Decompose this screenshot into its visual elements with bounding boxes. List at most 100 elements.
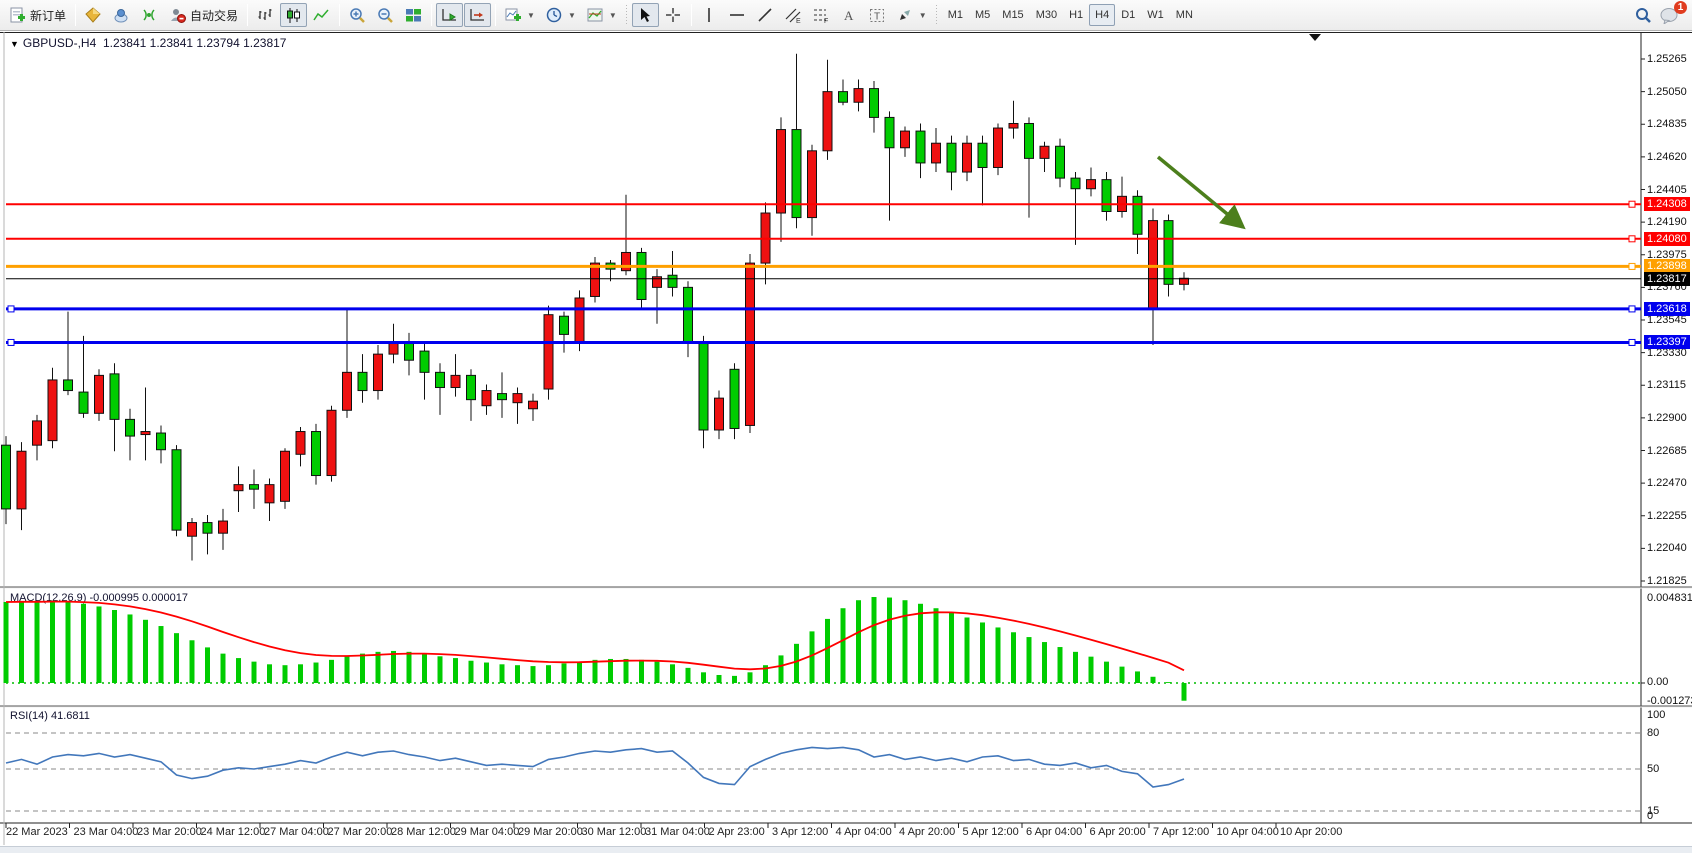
toolbar-separator [247,4,249,26]
crosshair-button[interactable] [660,3,687,27]
notifications-button[interactable]: 1 [1660,1,1687,24]
timeframe-D1[interactable]: D1 [1121,9,1136,21]
timeframe-MN[interactable]: MN [1175,9,1193,21]
periods-icon [546,7,563,24]
toolbar-grip [934,4,939,26]
toolbar-separator [431,4,433,26]
text-button[interactable]: A [836,3,863,27]
toolbar-separator [690,4,692,26]
cursor-button[interactable] [631,3,659,27]
price-axis-tick: 1.23330 [1647,346,1687,359]
notification-badge: 1 [1674,1,1687,14]
price-axis-tick: 1.24835 [1647,118,1687,131]
time-axis-label: 23 Mar 04:00 [73,826,139,838]
chevron-down-icon: ▼ [918,10,927,20]
chart-canvas[interactable]: ▼ GBPUSD-,H4 1.23841 1.23841 1.23794 1.23… [0,32,1692,845]
text-label-button[interactable]: T [864,3,891,27]
indicators-dropdown[interactable]: ▼ [500,3,540,27]
toolbar-separator [495,4,497,26]
time-axis-label: 3 Apr 12:00 [772,826,829,838]
trend-arrow-annotation [1156,155,1246,230]
price-axis-tick: 1.24620 [1647,150,1687,163]
chart-shift-button[interactable] [464,3,492,27]
symbol-ohlc-label: ▼ GBPUSD-,H4 1.23841 1.23841 1.23794 1.23… [10,36,286,50]
svg-text:A: A [844,8,854,23]
timeframe-M15[interactable]: M15 [1002,9,1024,21]
trendline-icon [757,7,774,24]
macd-axis-zero: 0.00 [1647,676,1669,688]
chart-shift-icon [469,7,486,24]
toolbar-grip [624,4,629,26]
cursor-icon [637,7,654,24]
horizontal-line-icon [729,7,746,24]
timeframe-W1[interactable]: W1 [1147,9,1164,21]
vertical-line-icon [701,7,718,24]
new-order-button[interactable]: 新订单 [4,3,71,27]
auto-scroll-button[interactable] [436,3,464,27]
time-axis-label: 6 Apr 20:00 [1089,826,1146,838]
time-axis-label: 28 Mar 12:00 [391,826,456,838]
tile-windows-icon [405,7,422,24]
chart-menu-triangle-icon[interactable]: ▼ [10,39,19,49]
terminal-button[interactable] [136,3,163,27]
equidistant-channel-button[interactable]: E [780,3,807,27]
zoom-out-button[interactable] [372,3,399,27]
time-axis-label: 10 Apr 04:00 [1216,826,1279,838]
auto-scroll-icon [441,7,458,24]
arrows-dropdown[interactable]: ▼ [892,3,932,27]
level-price-label: 1.23397 [1644,335,1690,350]
symbol-name: GBPUSD-,H4 [22,36,97,50]
macd-axis-max: 0.004831 [1647,592,1692,604]
bar-chart-button[interactable] [252,3,279,27]
svg-text:F: F [824,18,828,24]
toolbar-separator [75,4,77,26]
zoom-in-icon [349,7,366,24]
macd-axis-min: -0.001273 [1647,695,1692,707]
fibonacci-button[interactable]: F [808,3,835,27]
market-watch-icon [85,6,102,24]
navigator-button[interactable] [108,3,135,27]
status-bar [0,846,1692,853]
time-axis-label: 4 Apr 20:00 [899,826,956,838]
time-axis-label: 27 Mar 20:00 [327,826,393,838]
horizontal-line-button[interactable] [724,3,751,27]
search-icon[interactable] [1634,6,1652,24]
line-chart-button[interactable] [308,3,335,27]
level-price-label: 1.23618 [1644,301,1690,316]
rsi-axis-tick: 100 [1647,709,1666,721]
timeframe-M1[interactable]: M1 [947,9,963,21]
arrows-icon [897,7,914,24]
new-order-label: 新订单 [30,8,67,23]
timeframe-H4[interactable]: H4 [1089,4,1116,26]
autotrading-icon [169,7,187,24]
rsi-axis-tick: 50 [1647,763,1660,775]
chevron-down-icon: ▼ [527,10,535,20]
toolbar: 新订单 自动交易 ▼ ▼ ▼ E F A T ▼ [0,0,1692,31]
zoom-out-icon [377,7,394,24]
current-price-label: 1.23817 [1644,271,1690,286]
rsi-axis-tick: 15 [1647,805,1660,817]
candlestick-chart-button[interactable] [280,3,308,27]
autotrading-button[interactable]: 自动交易 [164,3,243,27]
text-label-icon: T [869,7,886,24]
tile-windows-button[interactable] [400,3,427,27]
timeframe-M5[interactable]: M5 [975,9,991,21]
time-axis-label: 23 Mar 20:00 [137,826,202,838]
zoom-in-button[interactable] [344,3,371,27]
trendline-button[interactable] [752,3,779,27]
vertical-line-button[interactable] [696,3,723,27]
time-axis-label: 31 Mar 04:00 [645,826,710,838]
timeframe-H1[interactable]: H1 [1069,9,1084,21]
indicators-icon [505,7,522,24]
bar-chart-icon [257,7,274,24]
timeframe-M30[interactable]: M30 [1035,9,1058,21]
price-chart-plot[interactable] [0,32,1692,845]
market-watch-button[interactable] [80,3,107,27]
price-axis-tick: 1.24405 [1647,183,1687,196]
price-axis-tick: 1.24190 [1647,216,1687,229]
level-price-label: 1.24080 [1644,231,1690,246]
line-chart-icon [313,7,330,24]
templates-dropdown[interactable]: ▼ [582,3,622,27]
periods-dropdown[interactable]: ▼ [541,3,581,27]
